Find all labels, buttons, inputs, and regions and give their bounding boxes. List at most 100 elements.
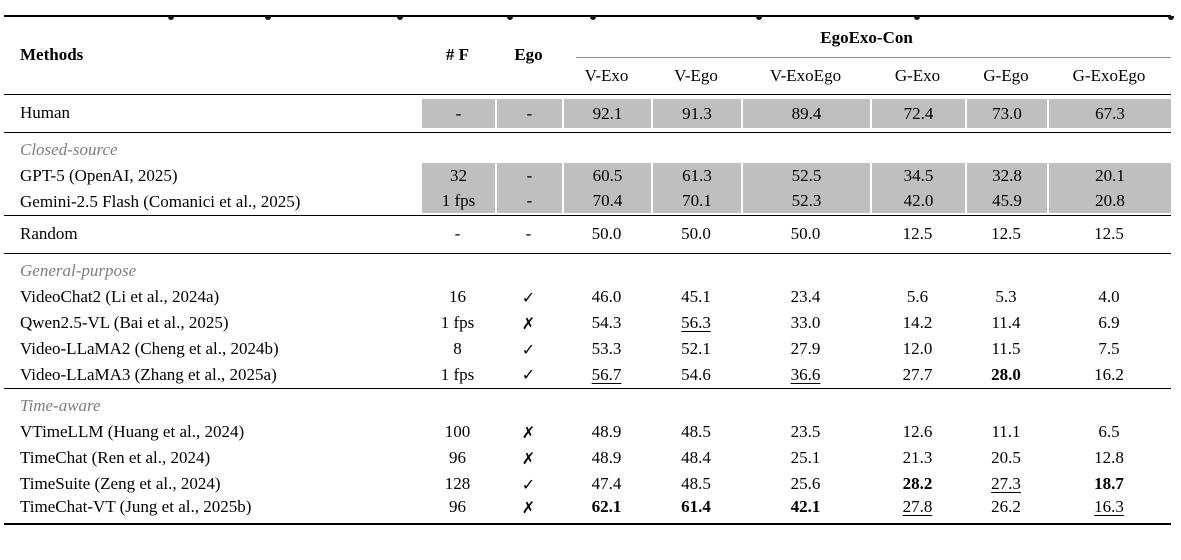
caption-descender-mark	[756, 16, 762, 20]
method-cell: TimeChat (Ren et al., 2024)	[20, 448, 211, 467]
value-cell: 28.2	[902, 474, 933, 493]
col-header-ego: Ego	[495, 16, 562, 95]
results-table: Methods # F Ego EgoExo-Con V-Exo V-Ego V…	[4, 15, 1172, 525]
value-cell: 48.4	[681, 448, 711, 467]
frames-cell: 96	[449, 497, 466, 516]
value-cell: 11.4	[991, 313, 1021, 332]
table-row: Gemini-2.5 Flash (Comanici et al., 2025)…	[4, 189, 1172, 215]
value-cell: 20.8	[1047, 189, 1172, 215]
value-cell: 20.1	[1047, 163, 1172, 189]
ego-cell: -	[495, 214, 562, 253]
ego-cell: -	[495, 189, 562, 215]
value-cell: 48.9	[591, 448, 622, 467]
value-cell: 73.0	[965, 94, 1047, 132]
frames-cell: 1 fps	[440, 364, 475, 384]
value-cell: 56.3	[681, 313, 711, 332]
ego-cell: -	[495, 94, 562, 132]
method-cell: Video-LLaMA2 (Cheng et al., 2024b)	[20, 339, 279, 358]
value-cell: 92.1	[562, 94, 651, 132]
value-cell: 60.5	[562, 163, 651, 189]
table-row: Video-LLaMA3 (Zhang et al., 2025a) 1 fps ✓…	[4, 362, 1171, 388]
table-row: Random - -50.0 50.0 50.0 12.5 12.5 12.5	[4, 214, 1172, 253]
value-cell: 72.4	[870, 94, 965, 132]
value-cell: 32.8	[965, 163, 1047, 189]
caption-descender-mark	[590, 16, 596, 20]
cross-icon: ✗	[521, 448, 536, 468]
value-cell: 52.1	[681, 339, 711, 358]
value-cell: 27.7	[902, 364, 933, 384]
value-cell: 45.1	[681, 287, 711, 306]
col-group-header-egoexo-con: EgoExo-Con	[562, 16, 1172, 58]
value-cell: 53.3	[591, 339, 622, 358]
table-row: Qwen2.5-VL (Bai et al., 2025) 1 fps ✗ 54.3 5…	[4, 310, 1171, 336]
method-cell: TimeSuite (Zeng et al., 2024)	[20, 474, 221, 493]
col-header-g-ego: G-Ego	[965, 58, 1047, 95]
value-cell: 20.5	[991, 448, 1021, 467]
method-cell: TimeChat-VT (Jung et al., 2025b)	[20, 497, 252, 516]
value-cell: 18.7	[1094, 474, 1124, 493]
col-header-g-exoego: G-ExoEgo	[1047, 58, 1172, 95]
value-cell: 12.5	[1047, 214, 1172, 253]
value-cell: 6.9	[1098, 313, 1120, 332]
value-cell: 12.0	[902, 339, 933, 358]
section-label: Closed-source	[4, 131, 1172, 163]
clipped-caption-text	[0, 15, 1181, 24]
value-cell: 27.3	[991, 474, 1021, 493]
section-row: General-purpose	[4, 252, 1172, 284]
value-cell: 70.4	[562, 189, 651, 215]
method-cell: Human	[20, 103, 71, 122]
value-cell: 12.6	[902, 422, 933, 441]
cross-icon: ✗	[521, 313, 536, 333]
caption-descender-mark	[507, 16, 513, 20]
section-row: Closed-source	[4, 131, 1172, 163]
table-row: Human - -92.1 91.3 89.4 72.4 73.0 67.3	[4, 94, 1172, 132]
check-icon: ✓	[521, 287, 536, 307]
method-cell: Video-LLaMA3 (Zhang et al., 2025a)	[20, 364, 277, 384]
frames-cell: 1 fps	[420, 189, 495, 215]
table-body: Human - -92.1 91.3 89.4 72.4 73.0 67.3 Closed-so…	[4, 94, 1172, 524]
value-cell: 26.2	[991, 497, 1021, 516]
value-cell: 52.5	[741, 163, 870, 189]
value-cell: 36.6	[790, 364, 821, 384]
value-cell: 89.4	[741, 94, 870, 132]
section-label: Time-aware	[4, 387, 1172, 419]
header-row-sub: V-Exo V-Ego V-ExoEgo G-Exo G-Ego G-ExoEg…	[4, 58, 1172, 95]
value-cell: 91.3	[651, 94, 741, 132]
value-cell: 50.0	[741, 214, 870, 253]
cross-icon: ✗	[521, 422, 536, 442]
value-cell: 70.1	[651, 189, 741, 215]
value-cell: 28.0	[991, 364, 1021, 384]
col-header-frames: # F	[420, 16, 495, 95]
value-cell: 45.9	[965, 189, 1047, 215]
value-cell: 12.5	[965, 214, 1047, 253]
method-cell: Random	[4, 214, 420, 253]
col-header-v-exo: V-Exo	[562, 58, 651, 95]
value-cell: 46.0	[591, 287, 622, 306]
value-cell: 48.9	[591, 422, 622, 441]
frames-cell: 100	[444, 422, 471, 441]
value-cell: 67.3	[1047, 94, 1172, 132]
value-cell: 62.1	[591, 497, 622, 516]
frames-cell: 96	[449, 448, 466, 467]
caption-descender-mark	[1168, 16, 1174, 20]
value-cell: 61.4	[681, 497, 711, 516]
col-header-v-ego: V-Ego	[651, 58, 741, 95]
value-cell: 23.5	[790, 422, 821, 441]
check-icon: ✓	[521, 365, 536, 385]
cross-icon: ✗	[521, 497, 536, 517]
value-cell: 61.3	[651, 163, 741, 189]
caption-descender-mark	[397, 16, 403, 20]
section-row: Time-aware	[4, 387, 1172, 419]
value-cell: 12.8	[1094, 448, 1124, 467]
frames-cell: 8	[453, 339, 462, 358]
value-cell: 54.6	[681, 364, 711, 384]
value-cell: 23.4	[790, 287, 821, 306]
value-cell: 52.3	[741, 189, 870, 215]
frames-cell: 1 fps	[440, 313, 475, 332]
value-cell: 25.1	[790, 448, 821, 467]
frames-cell: 32	[420, 163, 495, 189]
col-header-g-exo: G-Exo	[870, 58, 965, 95]
value-cell: 11.1	[991, 422, 1021, 441]
value-cell: 11.5	[991, 339, 1021, 358]
value-cell: 16.2	[1094, 364, 1124, 384]
